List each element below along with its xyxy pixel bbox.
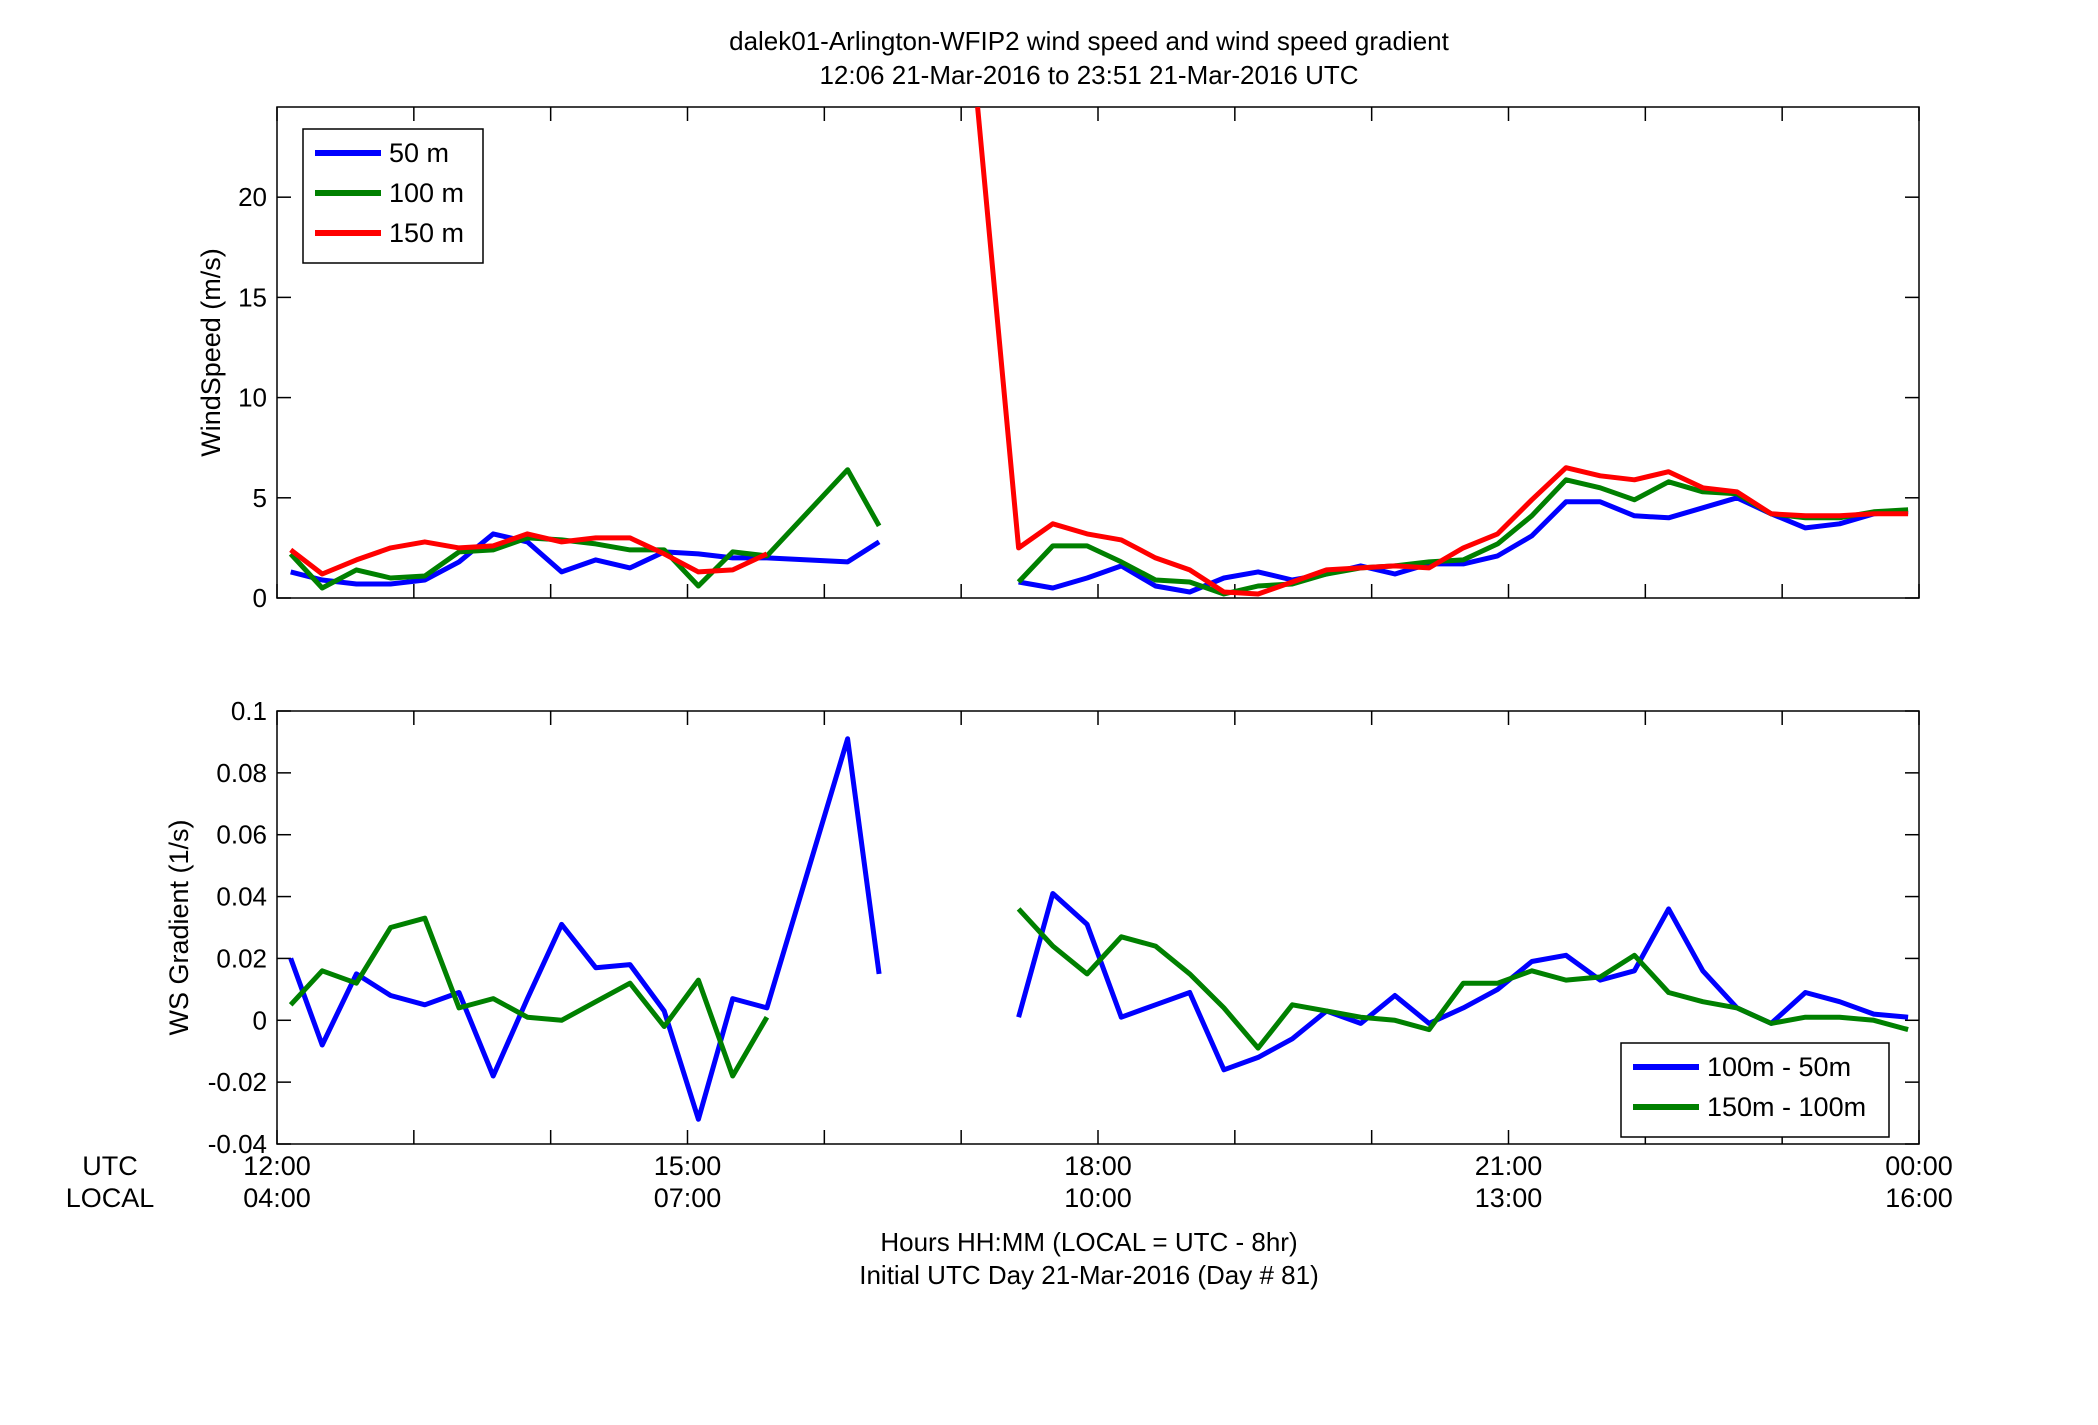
x-tick-label-utc: 12:00 xyxy=(243,1151,311,1181)
y-axis-label: WindSpeed (m/s) xyxy=(196,248,226,457)
legend: 50 m 100 m 150 m xyxy=(302,128,484,264)
y-tick-label: -0.04 xyxy=(208,1129,267,1159)
x-tick-label-local: 04:00 xyxy=(243,1183,311,1213)
y-axis-label: WS Gradient (1/s) xyxy=(164,819,194,1035)
gradient-panel: -0.04 -0.02 0 0.02 0.04 0.06 0.08 0.1 WS Gradien… xyxy=(164,696,1920,1159)
y-tick-label: -0.02 xyxy=(208,1067,267,1097)
y-tick-label: 0.02 xyxy=(216,943,267,973)
legend: 100m - 50m 150m - 100m xyxy=(1620,1042,1890,1138)
x-tick-label-utc: 15:00 xyxy=(654,1151,722,1181)
legend-label: 100 m xyxy=(389,178,464,208)
y-tick-label: 0.06 xyxy=(216,820,267,850)
chart-title-line1: dalek01-Arlington-WFIP2 wind speed and w… xyxy=(729,26,1450,56)
chart-title-line2: 12:06 21-Mar-2016 to 23:51 21-Mar-2016 U… xyxy=(819,60,1358,90)
windspeed-panel: 0 5 10 15 20 WindSpeed (m/s) 50 m 100 m 150 m xyxy=(196,106,1920,613)
utc-row-label: UTC xyxy=(82,1151,138,1181)
x-tick-label-local: 13:00 xyxy=(1475,1183,1543,1213)
legend-label: 100m - 50m xyxy=(1707,1052,1851,1082)
y-tick-label: 0 xyxy=(253,583,267,613)
series-line-150m-100m xyxy=(288,907,1909,1079)
y-tick-label: 0 xyxy=(253,1005,267,1035)
legend-box xyxy=(1620,1042,1890,1138)
local-row-label: LOCAL xyxy=(66,1183,155,1213)
y-tick-label: 10 xyxy=(238,383,267,413)
x-tick-label-utc: 18:00 xyxy=(1064,1151,1132,1181)
y-tick-label: 0.04 xyxy=(216,882,267,912)
x-axis-label-line2: Initial UTC Day 21-Mar-2016 (Day # 81) xyxy=(859,1260,1319,1290)
legend-label: 150 m xyxy=(389,218,464,248)
x-tick-label-utc: 21:00 xyxy=(1475,1151,1543,1181)
x-tick-label-local: 07:00 xyxy=(654,1183,722,1213)
y-tick-label: 15 xyxy=(238,282,267,312)
x-tick-label-utc: 00:00 xyxy=(1885,1151,1953,1181)
y-tick-label: 20 xyxy=(238,182,267,212)
x-axis-label-line1: Hours HH:MM (LOCAL = UTC - 8hr) xyxy=(880,1227,1297,1257)
x-tick-label-local: 10:00 xyxy=(1064,1183,1132,1213)
legend-label: 150m - 100m xyxy=(1707,1092,1866,1122)
series-line-150-m xyxy=(289,107,1909,597)
y-tick-label: 5 xyxy=(253,483,267,513)
x-tick-label-local: 16:00 xyxy=(1885,1183,1953,1213)
y-tick-label: 0.08 xyxy=(216,758,267,788)
y-tick-label: 0.1 xyxy=(231,696,267,726)
legend-label: 50 m xyxy=(389,138,449,168)
